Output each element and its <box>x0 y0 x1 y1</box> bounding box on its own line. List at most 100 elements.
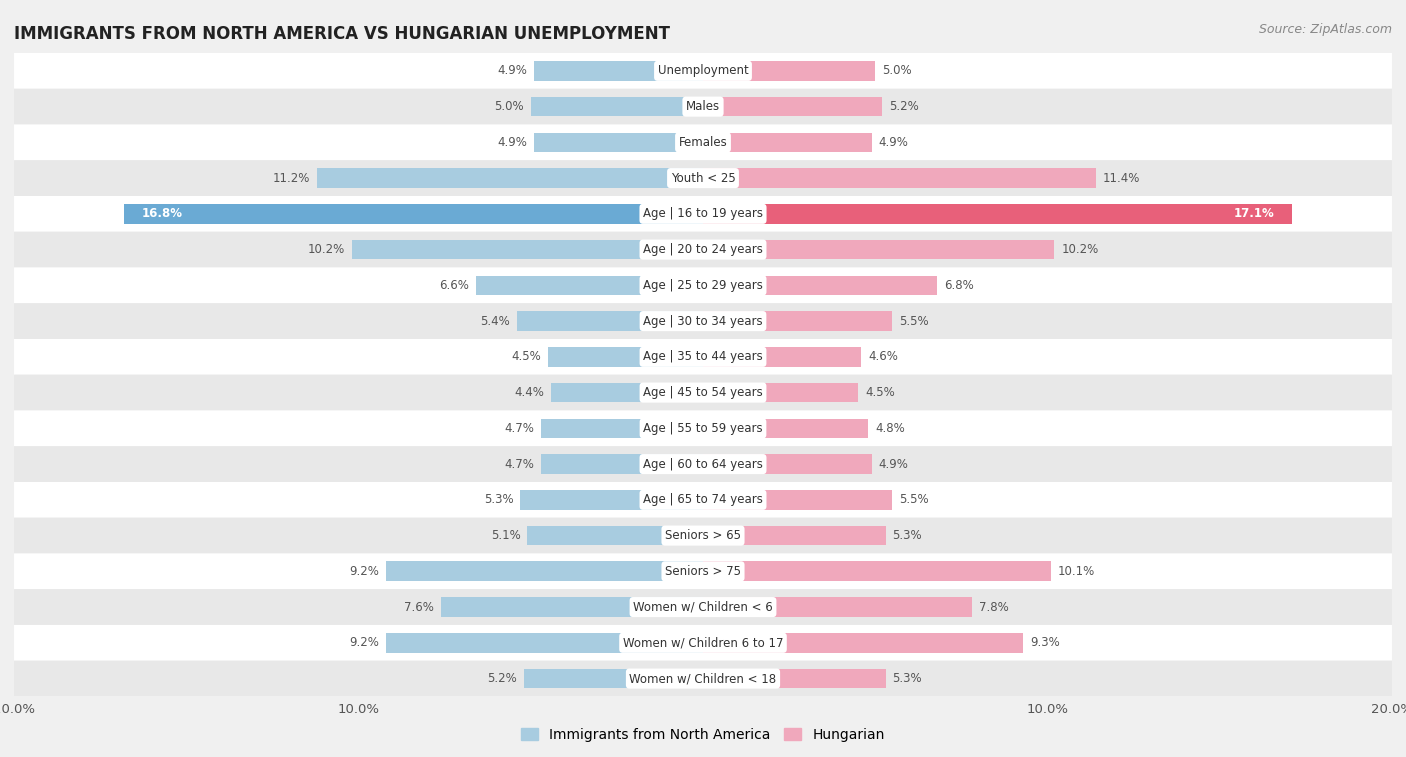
Text: IMMIGRANTS FROM NORTH AMERICA VS HUNGARIAN UNEMPLOYMENT: IMMIGRANTS FROM NORTH AMERICA VS HUNGARI… <box>14 25 671 43</box>
Bar <box>441 597 703 617</box>
Text: 6.6%: 6.6% <box>439 279 468 292</box>
Bar <box>318 168 703 188</box>
Bar <box>703 311 893 331</box>
Bar <box>541 419 703 438</box>
FancyBboxPatch shape <box>14 482 1392 518</box>
Text: 4.7%: 4.7% <box>505 422 534 435</box>
Bar <box>534 61 703 81</box>
Text: 4.5%: 4.5% <box>512 350 541 363</box>
Text: 5.2%: 5.2% <box>488 672 517 685</box>
FancyBboxPatch shape <box>14 124 1392 160</box>
Text: 4.9%: 4.9% <box>879 457 908 471</box>
Legend: Immigrants from North America, Hungarian: Immigrants from North America, Hungarian <box>516 722 890 747</box>
Bar <box>548 347 703 366</box>
Bar <box>387 562 703 581</box>
Text: Females: Females <box>679 136 727 149</box>
Bar <box>703 132 872 152</box>
Text: 5.4%: 5.4% <box>481 315 510 328</box>
Bar <box>703 204 1292 223</box>
Text: Age | 55 to 59 years: Age | 55 to 59 years <box>643 422 763 435</box>
FancyBboxPatch shape <box>14 53 1392 89</box>
Text: Age | 20 to 24 years: Age | 20 to 24 years <box>643 243 763 256</box>
Bar <box>703 419 869 438</box>
Text: 9.2%: 9.2% <box>349 637 380 650</box>
Text: Age | 35 to 44 years: Age | 35 to 44 years <box>643 350 763 363</box>
Text: Women w/ Children < 18: Women w/ Children < 18 <box>630 672 776 685</box>
Text: 5.5%: 5.5% <box>900 494 929 506</box>
FancyBboxPatch shape <box>14 232 1392 267</box>
FancyBboxPatch shape <box>14 661 1392 696</box>
Text: 4.9%: 4.9% <box>498 136 527 149</box>
Text: Age | 30 to 34 years: Age | 30 to 34 years <box>643 315 763 328</box>
Text: 10.1%: 10.1% <box>1057 565 1095 578</box>
Text: 5.3%: 5.3% <box>893 529 922 542</box>
Text: 9.3%: 9.3% <box>1031 637 1060 650</box>
Text: 10.2%: 10.2% <box>308 243 344 256</box>
FancyBboxPatch shape <box>14 89 1392 124</box>
Bar <box>703 454 872 474</box>
Bar <box>517 311 703 331</box>
Text: 7.6%: 7.6% <box>405 600 434 614</box>
Text: 9.2%: 9.2% <box>349 565 380 578</box>
Bar <box>703 347 862 366</box>
Text: 17.1%: 17.1% <box>1234 207 1275 220</box>
Text: Males: Males <box>686 100 720 113</box>
FancyBboxPatch shape <box>14 446 1392 482</box>
Text: 4.6%: 4.6% <box>869 350 898 363</box>
Bar <box>703 597 972 617</box>
Text: 4.7%: 4.7% <box>505 457 534 471</box>
Text: 7.8%: 7.8% <box>979 600 1008 614</box>
FancyBboxPatch shape <box>14 553 1392 589</box>
Bar <box>703 633 1024 653</box>
Text: Age | 65 to 74 years: Age | 65 to 74 years <box>643 494 763 506</box>
FancyBboxPatch shape <box>14 375 1392 410</box>
Bar <box>520 490 703 509</box>
Bar <box>541 454 703 474</box>
Bar <box>703 240 1054 260</box>
Bar <box>703 668 886 688</box>
Text: Women w/ Children 6 to 17: Women w/ Children 6 to 17 <box>623 637 783 650</box>
Text: 5.1%: 5.1% <box>491 529 520 542</box>
Bar <box>703 276 938 295</box>
Bar <box>703 383 858 403</box>
Text: Age | 25 to 29 years: Age | 25 to 29 years <box>643 279 763 292</box>
Bar <box>352 240 703 260</box>
Text: 4.9%: 4.9% <box>498 64 527 77</box>
Text: 4.4%: 4.4% <box>515 386 544 399</box>
Text: 4.9%: 4.9% <box>879 136 908 149</box>
Bar <box>703 61 875 81</box>
Text: 4.5%: 4.5% <box>865 386 894 399</box>
Text: Age | 16 to 19 years: Age | 16 to 19 years <box>643 207 763 220</box>
FancyBboxPatch shape <box>14 304 1392 339</box>
Text: 5.0%: 5.0% <box>882 64 911 77</box>
Text: 5.2%: 5.2% <box>889 100 918 113</box>
Text: Women w/ Children < 6: Women w/ Children < 6 <box>633 600 773 614</box>
Text: 16.8%: 16.8% <box>142 207 183 220</box>
Bar <box>703 97 882 117</box>
FancyBboxPatch shape <box>14 589 1392 625</box>
Bar <box>475 276 703 295</box>
Text: 5.3%: 5.3% <box>893 672 922 685</box>
FancyBboxPatch shape <box>14 625 1392 661</box>
Bar <box>534 132 703 152</box>
Bar <box>703 562 1050 581</box>
FancyBboxPatch shape <box>14 267 1392 304</box>
Text: Age | 45 to 54 years: Age | 45 to 54 years <box>643 386 763 399</box>
Text: Unemployment: Unemployment <box>658 64 748 77</box>
Text: Youth < 25: Youth < 25 <box>671 172 735 185</box>
Bar <box>124 204 703 223</box>
FancyBboxPatch shape <box>14 518 1392 553</box>
FancyBboxPatch shape <box>14 339 1392 375</box>
Text: 11.2%: 11.2% <box>273 172 311 185</box>
Text: 6.8%: 6.8% <box>945 279 974 292</box>
Text: Age | 60 to 64 years: Age | 60 to 64 years <box>643 457 763 471</box>
Bar <box>387 633 703 653</box>
Text: 5.0%: 5.0% <box>495 100 524 113</box>
FancyBboxPatch shape <box>14 410 1392 446</box>
Bar <box>551 383 703 403</box>
Text: 5.5%: 5.5% <box>900 315 929 328</box>
Text: Seniors > 65: Seniors > 65 <box>665 529 741 542</box>
Bar <box>703 168 1095 188</box>
FancyBboxPatch shape <box>14 196 1392 232</box>
Bar <box>531 97 703 117</box>
